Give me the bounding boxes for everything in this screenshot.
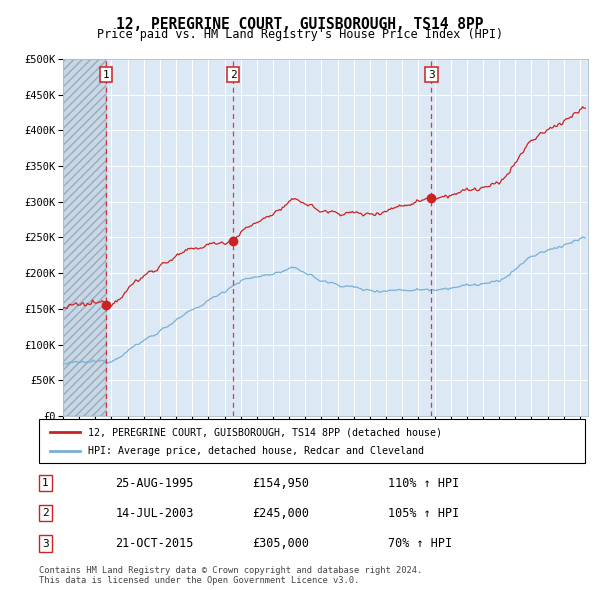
Text: 3: 3 [428, 70, 435, 80]
Text: 105% ↑ HPI: 105% ↑ HPI [388, 507, 460, 520]
Bar [63, 59, 106, 416]
Text: 12, PEREGRINE COURT, GUISBOROUGH, TS14 8PP: 12, PEREGRINE COURT, GUISBOROUGH, TS14 8… [116, 17, 484, 31]
Text: 14-JUL-2003: 14-JUL-2003 [115, 507, 194, 520]
Text: HPI: Average price, detached house, Redcar and Cleveland: HPI: Average price, detached house, Redc… [88, 446, 424, 455]
Text: £245,000: £245,000 [252, 507, 309, 520]
Text: 70% ↑ HPI: 70% ↑ HPI [388, 537, 452, 550]
FancyBboxPatch shape [39, 419, 585, 463]
Text: Price paid vs. HM Land Registry's House Price Index (HPI): Price paid vs. HM Land Registry's House … [97, 28, 503, 41]
Text: 1: 1 [103, 70, 109, 80]
Text: 12, PEREGRINE COURT, GUISBOROUGH, TS14 8PP (detached house): 12, PEREGRINE COURT, GUISBOROUGH, TS14 8… [88, 427, 442, 437]
Text: £154,950: £154,950 [252, 477, 309, 490]
Text: 21-OCT-2015: 21-OCT-2015 [115, 537, 194, 550]
Text: £305,000: £305,000 [252, 537, 309, 550]
Text: 3: 3 [42, 539, 49, 549]
Text: 2: 2 [42, 509, 49, 518]
Text: 2: 2 [230, 70, 236, 80]
Text: 110% ↑ HPI: 110% ↑ HPI [388, 477, 460, 490]
Bar [63, 59, 106, 416]
Text: 1: 1 [42, 478, 49, 488]
Text: 25-AUG-1995: 25-AUG-1995 [115, 477, 194, 490]
Text: Contains HM Land Registry data © Crown copyright and database right 2024.
This d: Contains HM Land Registry data © Crown c… [39, 566, 422, 585]
